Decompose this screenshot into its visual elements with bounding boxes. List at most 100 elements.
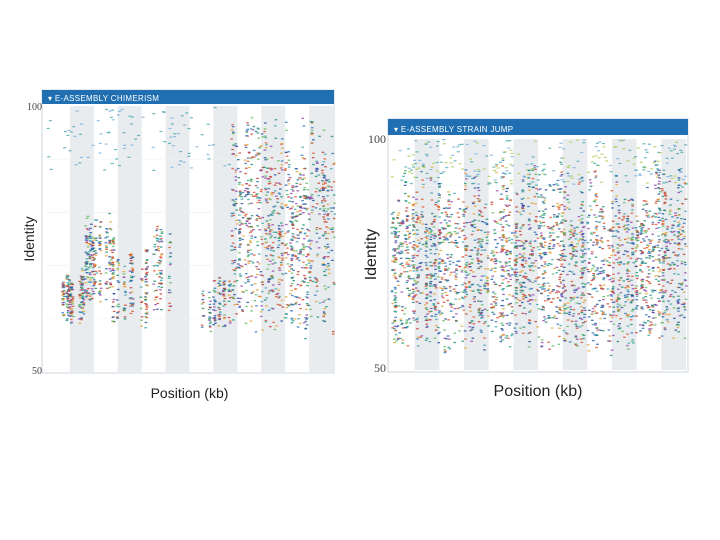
data-point [586, 329, 590, 332]
data-point [472, 323, 476, 325]
data-point [445, 338, 448, 340]
data-point [680, 262, 684, 265]
data-point [152, 235, 156, 238]
data-point [601, 218, 604, 220]
data-point [267, 223, 271, 225]
data-point [81, 279, 85, 281]
data-point [260, 300, 264, 303]
data-point [521, 255, 524, 257]
data-point [263, 187, 267, 189]
data-point [111, 240, 115, 242]
data-point [563, 340, 566, 342]
data-point [123, 144, 127, 146]
data-point [500, 313, 503, 315]
data-point [245, 194, 248, 196]
data-point [543, 288, 546, 290]
data-point [647, 328, 651, 330]
data-point [139, 307, 143, 310]
data-point [301, 248, 304, 250]
data-point [437, 206, 441, 208]
data-point [662, 292, 665, 294]
data-point [514, 223, 518, 225]
data-point [612, 306, 616, 308]
data-point [292, 269, 295, 271]
data-point [269, 198, 272, 201]
data-point [569, 296, 573, 299]
data-point [438, 261, 442, 264]
data-point [233, 273, 237, 275]
data-point [682, 222, 686, 225]
data-point [105, 281, 109, 283]
data-point [283, 169, 287, 171]
data-point [495, 190, 499, 192]
data-point [124, 291, 127, 294]
data-point [494, 321, 498, 323]
data-point [556, 216, 559, 218]
data-point [464, 208, 468, 210]
data-point [509, 302, 513, 305]
data-point [655, 171, 658, 174]
data-point [634, 247, 638, 249]
data-point [660, 188, 664, 190]
data-point [515, 332, 518, 334]
data-point [92, 247, 96, 250]
data-point [256, 201, 260, 204]
data-point [543, 282, 546, 284]
data-point [246, 243, 250, 246]
data-point [576, 243, 579, 245]
data-point [416, 338, 419, 340]
data-point [206, 153, 210, 156]
data-point [581, 242, 585, 244]
data-point [307, 262, 311, 264]
data-point [298, 230, 302, 233]
data-point [446, 207, 450, 209]
data-point [529, 242, 532, 244]
data-point [634, 169, 638, 171]
data-point [648, 255, 652, 257]
data-point [527, 322, 531, 324]
data-point [586, 221, 590, 223]
data-point [680, 284, 683, 286]
data-point [70, 312, 74, 314]
data-point [429, 248, 432, 251]
data-point [227, 290, 231, 292]
data-point [254, 294, 258, 296]
chart-title: ▾ E-ASSEMBLY CHIMERISM [48, 94, 159, 103]
data-point [669, 198, 673, 200]
data-point [569, 224, 573, 226]
data-point [284, 232, 287, 235]
data-point [453, 231, 457, 233]
data-point [394, 257, 397, 259]
data-point [414, 162, 418, 165]
data-point [510, 238, 514, 241]
data-point [117, 262, 121, 264]
data-point [594, 199, 597, 201]
data-point [464, 277, 468, 279]
data-point [115, 261, 119, 263]
data-point [515, 236, 519, 238]
data-point [238, 264, 242, 267]
data-point [67, 285, 70, 287]
data-point [123, 281, 126, 283]
data-point [471, 202, 475, 204]
data-point [82, 276, 85, 278]
data-point [324, 268, 328, 271]
data-point [232, 214, 236, 217]
data-point [236, 303, 239, 305]
data-point [65, 291, 68, 293]
data-point [640, 285, 643, 287]
data-point [612, 311, 616, 313]
data-point [543, 270, 547, 272]
data-point [483, 231, 487, 233]
data-point [515, 227, 518, 229]
data-point [159, 256, 162, 258]
data-point [246, 249, 250, 251]
data-point [649, 321, 653, 323]
data-point [277, 192, 281, 194]
data-point [648, 257, 651, 259]
data-point [669, 303, 673, 305]
data-point [547, 299, 550, 301]
data-point [593, 334, 596, 336]
data-point [618, 279, 621, 281]
data-point [260, 188, 263, 191]
